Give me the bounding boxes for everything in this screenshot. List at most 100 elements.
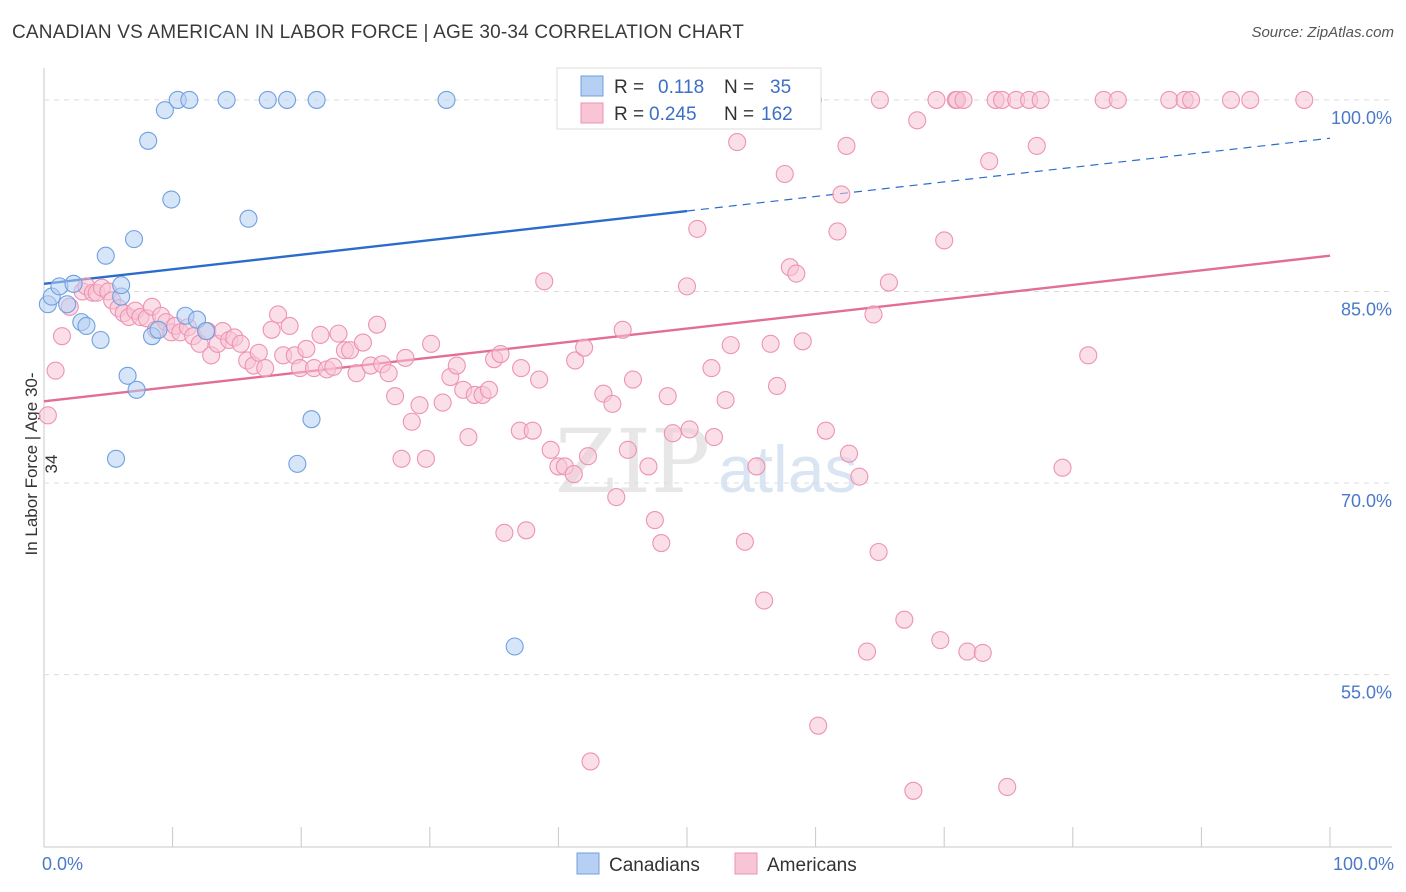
- series-legend-swatch-americans: [734, 852, 758, 875]
- point-americans: [578, 447, 598, 466]
- point-americans: [38, 406, 57, 425]
- point-americans: [410, 396, 429, 415]
- n-value-americans: 162: [761, 104, 793, 125]
- point-americans: [1182, 90, 1201, 109]
- point-americans: [311, 325, 330, 344]
- point-americans: [658, 387, 677, 406]
- source-label: Source: ZipAtlas.com: [1251, 24, 1394, 41]
- point-canadians: [505, 637, 524, 656]
- n-label-americans: N =: [724, 104, 754, 125]
- point-canadians: [307, 90, 326, 109]
- point-canadians: [64, 274, 83, 293]
- point-americans: [1108, 90, 1127, 109]
- point-americans: [269, 305, 288, 324]
- series-legend-swatch-canadians: [576, 852, 600, 875]
- point-americans: [927, 90, 946, 109]
- x-tick-label-min: 0.0%: [42, 854, 83, 874]
- point-americans: [386, 387, 405, 406]
- point-americans: [839, 444, 859, 463]
- point-americans: [954, 90, 973, 109]
- point-americans: [935, 231, 954, 250]
- point-americans: [721, 336, 740, 355]
- point-americans: [837, 136, 856, 155]
- point-americans: [680, 420, 699, 439]
- point-americans: [603, 394, 622, 413]
- point-canadians: [217, 90, 236, 109]
- point-americans: [998, 777, 1017, 797]
- point-americans: [564, 465, 583, 484]
- point-canadians: [124, 230, 144, 249]
- point-americans: [652, 534, 671, 553]
- point-americans: [447, 356, 466, 375]
- series-legend-label-canadians: Canadians: [609, 855, 700, 876]
- r-label-americans: R =: [614, 104, 644, 125]
- point-americans: [566, 351, 585, 370]
- point-americans: [857, 642, 877, 661]
- point-americans: [1160, 90, 1179, 109]
- r-value-americans: 0.245: [649, 104, 697, 125]
- point-americans: [479, 380, 499, 399]
- point-americans: [767, 376, 787, 396]
- point-canadians: [437, 90, 456, 109]
- point-americans: [231, 334, 250, 353]
- point-canadians: [127, 380, 146, 399]
- point-americans: [52, 327, 72, 346]
- y-tick-labels: 100.0% 85.0% 70.0% 55.0%: [1331, 108, 1392, 703]
- point-americans: [793, 332, 812, 351]
- point-canadians: [149, 320, 168, 339]
- point-americans: [581, 752, 600, 771]
- point-americans: [523, 421, 542, 440]
- point-canadians: [106, 449, 126, 468]
- point-americans: [402, 412, 421, 431]
- point-americans: [297, 339, 316, 359]
- trend-lines: [43, 137, 1331, 403]
- point-americans: [396, 348, 415, 367]
- x-ticks: [43, 827, 1331, 847]
- legend-swatch-canadians: [580, 75, 604, 97]
- r-value-canadians: 0.118: [658, 77, 704, 98]
- point-americans: [828, 222, 847, 241]
- point-americans: [256, 359, 275, 378]
- point-canadians: [118, 366, 137, 385]
- point-americans: [1295, 90, 1314, 109]
- point-americans: [980, 152, 999, 171]
- point-americans: [704, 428, 724, 447]
- point-canadians: [258, 90, 277, 109]
- point-canadians: [96, 246, 115, 265]
- point-americans: [433, 393, 452, 412]
- trend-line-americans: [43, 254, 1331, 403]
- point-americans: [575, 338, 594, 357]
- point-americans: [895, 610, 914, 629]
- point-americans: [677, 277, 697, 296]
- point-americans: [958, 642, 977, 661]
- point-americans: [735, 532, 754, 551]
- point-americans: [613, 320, 632, 339]
- point-americans: [761, 334, 780, 353]
- point-americans: [645, 511, 664, 530]
- point-americans: [324, 357, 343, 376]
- point-americans: [353, 333, 372, 352]
- point-canadians: [77, 316, 96, 336]
- point-americans: [262, 320, 281, 339]
- point-americans: [747, 457, 766, 476]
- point-americans: [368, 315, 387, 334]
- point-americans: [702, 359, 721, 378]
- point-americans: [535, 272, 554, 291]
- point-americans: [459, 428, 478, 447]
- legend-swatch-americans: [580, 102, 604, 124]
- point-americans: [973, 643, 992, 662]
- point-americans: [623, 370, 643, 389]
- point-americans: [422, 334, 441, 353]
- point-americans: [879, 273, 898, 292]
- point-americans: [1031, 90, 1050, 109]
- point-canadians: [180, 90, 199, 109]
- point-americans: [416, 449, 435, 468]
- point-americans: [869, 542, 888, 562]
- point-americans: [832, 185, 851, 204]
- r-label-canadians: R =: [614, 77, 644, 98]
- point-americans: [904, 781, 923, 800]
- point-americans: [530, 370, 549, 389]
- point-americans: [46, 361, 65, 380]
- point-canadians: [155, 101, 174, 120]
- point-americans: [517, 521, 536, 540]
